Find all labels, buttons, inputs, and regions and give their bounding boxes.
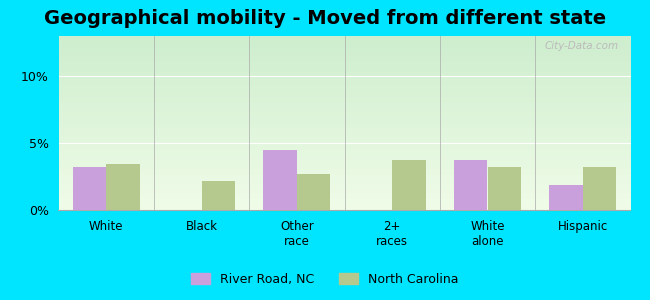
- Bar: [73, 167, 106, 210]
- Bar: [583, 167, 616, 210]
- Bar: [488, 167, 521, 210]
- Bar: [263, 150, 297, 210]
- Legend: River Road, NC, North Carolina: River Road, NC, North Carolina: [187, 268, 463, 291]
- Bar: [297, 174, 330, 210]
- Bar: [392, 160, 426, 210]
- Text: Geographical mobility - Moved from different state: Geographical mobility - Moved from diffe…: [44, 9, 606, 28]
- Bar: [202, 181, 235, 210]
- Bar: [549, 184, 583, 210]
- Bar: [454, 160, 488, 210]
- Bar: [106, 164, 140, 210]
- Text: City-Data.com: City-Data.com: [545, 41, 619, 51]
